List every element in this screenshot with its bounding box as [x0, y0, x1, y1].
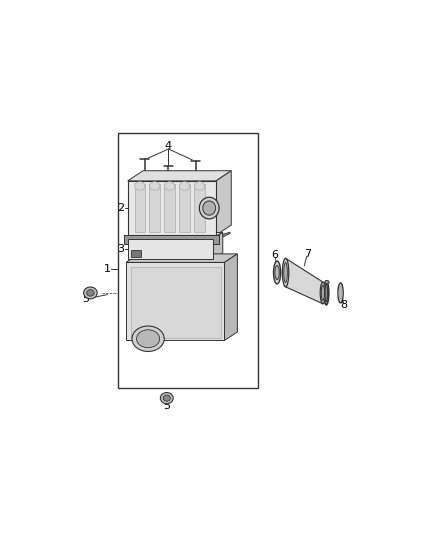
- Polygon shape: [286, 259, 323, 304]
- Bar: [131, 251, 141, 257]
- Polygon shape: [128, 171, 231, 181]
- Ellipse shape: [203, 201, 215, 215]
- Bar: [126, 262, 225, 341]
- Text: 2: 2: [117, 203, 124, 213]
- Text: 5: 5: [82, 294, 89, 304]
- Text: 8: 8: [341, 301, 348, 311]
- Ellipse shape: [132, 326, 164, 351]
- Text: 3: 3: [117, 245, 124, 254]
- Ellipse shape: [87, 290, 94, 296]
- Ellipse shape: [321, 285, 325, 301]
- Ellipse shape: [325, 284, 328, 302]
- Polygon shape: [128, 232, 223, 239]
- Ellipse shape: [199, 197, 219, 219]
- Bar: [194, 184, 205, 232]
- Bar: [179, 184, 190, 232]
- Text: 6: 6: [271, 250, 278, 260]
- Ellipse shape: [275, 265, 279, 280]
- Ellipse shape: [338, 283, 343, 303]
- Ellipse shape: [179, 182, 190, 190]
- Ellipse shape: [164, 182, 175, 190]
- Bar: [128, 181, 216, 235]
- Ellipse shape: [149, 182, 160, 190]
- Ellipse shape: [134, 182, 145, 190]
- Bar: [134, 184, 145, 232]
- Text: 4: 4: [165, 141, 172, 151]
- Ellipse shape: [325, 280, 329, 284]
- Ellipse shape: [163, 395, 170, 401]
- Bar: [124, 235, 219, 244]
- Ellipse shape: [283, 259, 289, 287]
- Ellipse shape: [320, 282, 325, 304]
- Polygon shape: [216, 171, 231, 235]
- Bar: [164, 184, 175, 232]
- Ellipse shape: [273, 261, 281, 284]
- Ellipse shape: [84, 287, 97, 299]
- Ellipse shape: [284, 263, 287, 282]
- Polygon shape: [212, 232, 223, 259]
- Ellipse shape: [194, 182, 205, 190]
- Polygon shape: [224, 254, 237, 341]
- Text: 7: 7: [304, 249, 311, 259]
- Ellipse shape: [137, 330, 159, 348]
- Ellipse shape: [339, 286, 342, 300]
- Polygon shape: [126, 254, 237, 262]
- Ellipse shape: [160, 393, 173, 404]
- Polygon shape: [219, 232, 230, 239]
- Bar: [117, 133, 258, 388]
- Text: 5: 5: [163, 401, 170, 410]
- Bar: [131, 268, 221, 338]
- Text: 1: 1: [104, 264, 111, 274]
- Bar: [128, 239, 212, 259]
- Bar: [149, 184, 160, 232]
- Ellipse shape: [324, 281, 329, 305]
